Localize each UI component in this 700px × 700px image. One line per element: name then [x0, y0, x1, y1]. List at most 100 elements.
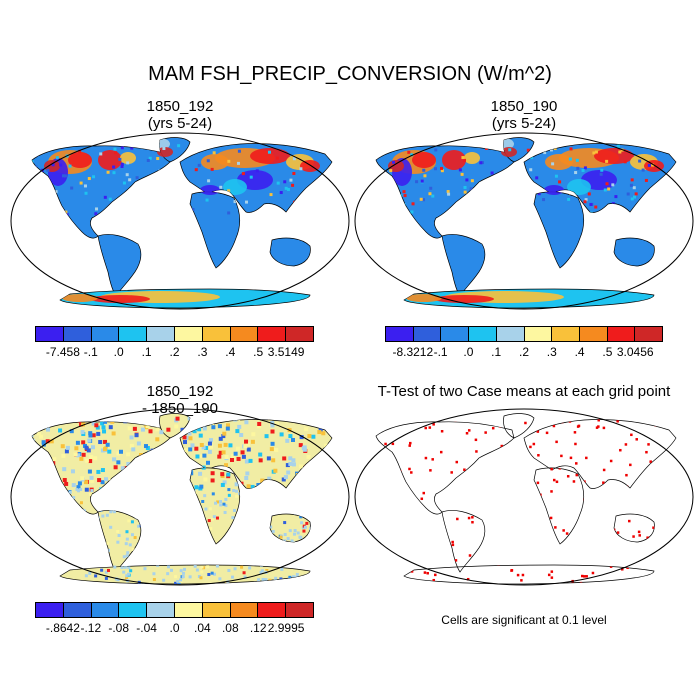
significant-cell [611, 563, 615, 567]
field-cell [126, 560, 130, 564]
field-cell [271, 545, 275, 549]
significant-cell [545, 431, 549, 435]
field-cell [324, 421, 329, 426]
field-cell [49, 579, 53, 583]
field-cell [159, 430, 164, 435]
landmass-southAmerica [441, 510, 486, 573]
field-cell [304, 427, 309, 432]
significant-cell [573, 431, 577, 434]
significant-cell [646, 544, 649, 548]
field-cell [169, 202, 173, 206]
field-cell [376, 186, 380, 190]
significant-cell [644, 501, 648, 504]
field-cell [323, 182, 327, 186]
field-cell [100, 421, 105, 426]
field-cell [233, 417, 238, 422]
field-cell [188, 469, 193, 474]
significant-cell [649, 460, 652, 463]
field-cell [319, 474, 324, 479]
field-cell [198, 454, 203, 459]
significant-cell [417, 507, 421, 510]
field-cell [224, 463, 229, 468]
significant-cell [410, 570, 414, 573]
field-cell [305, 202, 309, 206]
field-cell [157, 483, 162, 488]
field-cell [206, 565, 210, 569]
field-cell [62, 477, 67, 482]
field-cell [188, 575, 192, 579]
field-cell [187, 416, 192, 421]
colorbar-swatch [119, 603, 148, 617]
field-cell [61, 510, 65, 514]
field-cell [305, 521, 309, 525]
field-cell [231, 516, 235, 520]
field-cell [322, 579, 326, 583]
landmass-africa [533, 467, 584, 545]
field-cell [296, 502, 300, 506]
field-cell [95, 550, 99, 554]
field-cell [221, 434, 226, 439]
colorbar-swatch [258, 603, 287, 617]
significant-cell [408, 549, 411, 552]
field-cell [235, 429, 240, 434]
field-cell [229, 547, 233, 551]
field-cell [291, 462, 296, 467]
significant-cell [471, 520, 474, 524]
significant-cell [502, 486, 505, 489]
field-cell [52, 196, 56, 200]
field-cell [271, 458, 276, 463]
field-cell [42, 483, 47, 488]
field-cell [600, 168, 604, 172]
field-cell [108, 197, 112, 201]
field-cell [493, 192, 497, 196]
field-cell [292, 575, 296, 579]
significant-cell [424, 456, 428, 460]
field-cell [672, 170, 676, 174]
field-cell [132, 212, 136, 216]
field-cell [112, 457, 117, 462]
significant-cell [384, 442, 387, 446]
field-cell [62, 467, 67, 472]
field-cell [326, 521, 330, 525]
significant-cell [500, 470, 504, 474]
significant-cell [555, 480, 559, 484]
field-cell [313, 473, 318, 478]
field-cell [232, 489, 236, 493]
field-cell [207, 441, 212, 446]
field-cell [113, 465, 118, 470]
colorbar-swatch [413, 327, 442, 341]
field-cell [96, 431, 101, 436]
field-cell [84, 574, 88, 578]
field-cell [205, 460, 210, 465]
significant-cell [604, 487, 608, 490]
field-cell [70, 186, 74, 190]
field-cell [200, 565, 204, 569]
field-cell [248, 566, 252, 570]
field-cell [158, 485, 163, 490]
field-cell [248, 489, 252, 493]
significant-cell [621, 568, 624, 571]
significant-cell [667, 557, 671, 561]
field-cell [194, 545, 198, 549]
field-cell [241, 172, 245, 176]
field-cell [187, 514, 191, 518]
field-cell [227, 569, 231, 573]
field-cell [611, 183, 615, 187]
field-cell [135, 193, 139, 197]
field-cell [132, 484, 137, 489]
field-cell [605, 182, 609, 186]
field-cell [193, 546, 197, 550]
significant-cell [500, 533, 504, 536]
field-cell [92, 540, 96, 544]
field-cell [213, 572, 217, 576]
field-cell [166, 572, 170, 576]
significant-cell [450, 471, 453, 474]
field-cell [184, 429, 189, 434]
field-cell [165, 463, 170, 468]
field-cell [37, 460, 42, 465]
field-cell [240, 505, 244, 509]
field-cell [211, 425, 216, 430]
field-cell [137, 559, 141, 563]
field-cell [246, 547, 250, 551]
panel-title-line-1: 1850_190 [490, 98, 558, 115]
